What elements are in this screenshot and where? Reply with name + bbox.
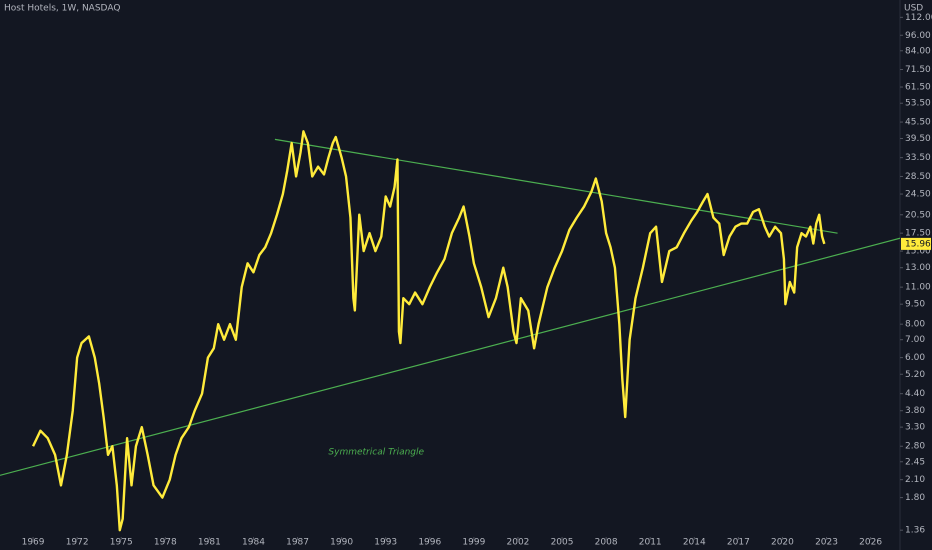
x-tick-label: 2023: [815, 538, 838, 548]
x-tick-label: 1999: [462, 538, 485, 548]
y-tick-label: 2.45: [905, 457, 925, 467]
x-tick-label: 2014: [683, 538, 706, 548]
y-tick-label: 24.50: [905, 190, 931, 200]
y-tick-label: 1.36: [905, 526, 925, 536]
y-tick-label: 96.00: [905, 31, 931, 41]
x-tick-label: 2017: [727, 538, 750, 548]
y-tick-label: 20.50: [905, 210, 931, 220]
x-tick-label: 1990: [330, 538, 353, 548]
last-price-label: 15.96: [905, 239, 931, 249]
x-tick-label: 2026: [859, 538, 882, 548]
y-tick-label: 71.50: [905, 65, 931, 75]
y-tick-label: 1.80: [905, 493, 925, 503]
x-tick-label: 1972: [66, 538, 89, 548]
y-tick-label: 2.10: [905, 475, 925, 485]
x-tick-label: 1969: [22, 538, 45, 548]
trend-line: [274, 138, 838, 234]
y-tick-label: 15.00: [905, 247, 931, 257]
y-tick-label: 28.50: [905, 172, 931, 182]
annotation: Symmetrical Triangle: [328, 448, 424, 458]
y-tick-label: 33.50: [905, 153, 931, 163]
y-tick-label: 5.20: [905, 370, 925, 380]
x-tick-label: 1975: [110, 538, 133, 548]
y-tick-label: 9.50: [905, 300, 925, 310]
x-tick-label: 2002: [507, 538, 530, 548]
y-tick-label: 6.00: [905, 353, 925, 363]
currency-label: USD: [904, 4, 923, 14]
y-tick-label: 11.00: [905, 283, 931, 293]
trend-line: [0, 237, 901, 476]
y-tick-label: 2.80: [905, 442, 925, 452]
x-tick-label: 1984: [242, 538, 265, 548]
y-tick-label: 3.30: [905, 423, 925, 433]
x-tick-label: 2005: [551, 538, 574, 548]
y-tick-label: 17.50: [905, 229, 931, 239]
y-tick-label: 3.80: [905, 406, 925, 416]
x-tick-label: 2008: [595, 538, 618, 548]
x-tick-label: 2020: [771, 538, 794, 548]
x-tick-label: 1987: [286, 538, 309, 548]
y-tick-label: 84.00: [905, 46, 931, 56]
y-tick-label: 8.00: [905, 320, 925, 330]
x-tick-label: 2011: [639, 538, 662, 548]
x-tick-label: 1996: [418, 538, 441, 548]
y-tick-label: 53.50: [905, 99, 931, 109]
x-tick-label: 1978: [154, 538, 177, 548]
y-tick-label: 45.50: [905, 118, 931, 128]
x-tick-label: 1981: [198, 538, 221, 548]
last-price-box: [901, 237, 931, 250]
y-tick-label: 13.00: [905, 263, 931, 273]
y-tick-label: 39.50: [905, 134, 931, 144]
y-tick-label: 61.50: [905, 83, 931, 93]
price-line: [31, 130, 826, 532]
y-tick-label: 112.00: [905, 13, 932, 23]
chart-title: Host Hotels, 1W, NASDAQ: [4, 4, 120, 14]
x-tick-label: 1993: [374, 538, 397, 548]
y-tick-label: 4.40: [905, 389, 925, 399]
y-tick-label: 7.00: [905, 335, 925, 345]
